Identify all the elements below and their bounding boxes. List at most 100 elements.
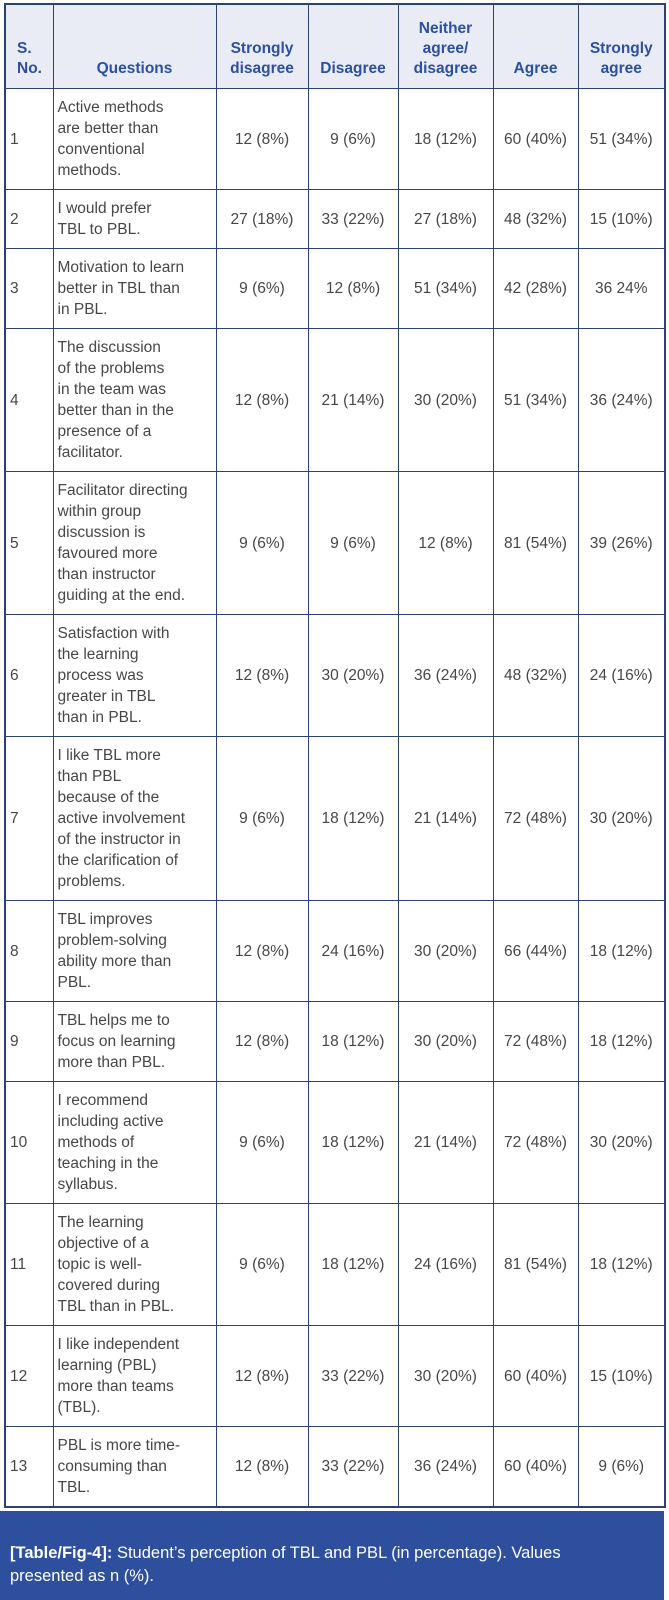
question-cell: TBL helps me to focus on learning more t… — [52, 1001, 217, 1082]
question-cell: Satisfaction with the learning process w… — [52, 614, 217, 737]
sno-cell: 2 — [4, 189, 54, 249]
neither-cell: 21 (14%) — [397, 1081, 494, 1204]
disagree-cell: 9 (6%) — [307, 88, 399, 190]
sno-cell: 6 — [4, 614, 54, 737]
sno-cell: 12 — [4, 1325, 54, 1427]
strongly-agree-cell: 9 (6%) — [577, 1426, 666, 1508]
strongly-agree-cell: 24 (16%) — [577, 614, 666, 737]
strongly-agree-cell: 18 (12%) — [577, 900, 666, 1002]
sno-cell: 7 — [4, 736, 54, 901]
question-cell: I like TBL more than PBL because of the … — [52, 736, 217, 901]
question-cell: Motivation to learn better in TBL than i… — [52, 248, 217, 329]
table-row: 8 TBL improves problem-solving ability mo… — [4, 900, 666, 1002]
disagree-cell: 18 (12%) — [307, 1001, 399, 1082]
disagree-cell: 9 (6%) — [307, 471, 399, 615]
header-disagree: Disagree — [307, 3, 399, 89]
agree-cell: 66 (44%) — [492, 900, 579, 1002]
agree-cell: 48 (32%) — [492, 614, 579, 737]
neither-cell: 36 (24%) — [397, 1426, 494, 1508]
disagree-cell: 18 (12%) — [307, 1203, 399, 1326]
neither-cell: 30 (20%) — [397, 1325, 494, 1427]
sno-cell: 8 — [4, 900, 54, 1002]
table-row: 6 Satisfaction with the learning process … — [4, 614, 666, 737]
strongly-disagree-cell: 12 (8%) — [215, 1426, 309, 1508]
disagree-cell: 24 (16%) — [307, 900, 399, 1002]
strongly-disagree-cell: 9 (6%) — [215, 1203, 309, 1326]
question-cell: The learning objective of a topic is wel… — [52, 1203, 217, 1326]
agree-cell: 60 (40%) — [492, 88, 579, 190]
strongly-disagree-cell: 12 (8%) — [215, 1001, 309, 1082]
strongly-agree-cell: 36 24% — [577, 248, 666, 329]
disagree-cell: 30 (20%) — [307, 614, 399, 737]
disagree-cell: 18 (12%) — [307, 1081, 399, 1204]
agree-cell: 81 (54%) — [492, 471, 579, 615]
neither-cell: 51 (34%) — [397, 248, 494, 329]
disagree-cell: 18 (12%) — [307, 736, 399, 901]
agree-cell: 72 (48%) — [492, 1081, 579, 1204]
neither-cell: 27 (18%) — [397, 189, 494, 249]
header-row: S. No. Questions Strongly disagree Disag… — [4, 3, 666, 89]
disagree-cell: 33 (22%) — [307, 1426, 399, 1508]
sno-cell: 1 — [4, 88, 54, 190]
strongly-disagree-cell: 12 (8%) — [215, 614, 309, 737]
sno-cell: 3 — [4, 248, 54, 329]
agree-cell: 51 (34%) — [492, 328, 579, 472]
agree-cell: 48 (32%) — [492, 189, 579, 249]
strongly-agree-cell: 18 (12%) — [577, 1203, 666, 1326]
agree-cell: 81 (54%) — [492, 1203, 579, 1326]
header-strongly-agree: Strongly agree — [577, 3, 666, 89]
strongly-agree-cell: 30 (20%) — [577, 1081, 666, 1204]
table-row: 10 I recommend including active methods o… — [4, 1081, 666, 1204]
sno-cell: 4 — [4, 328, 54, 472]
sno-cell: 9 — [4, 1001, 54, 1082]
header-agree: Agree — [492, 3, 579, 89]
header-sno: S. No. — [4, 3, 54, 89]
neither-cell: 36 (24%) — [397, 614, 494, 737]
neither-cell: 30 (20%) — [397, 328, 494, 472]
strongly-disagree-cell: 12 (8%) — [215, 328, 309, 472]
table-row: 9 TBL helps me to focus on learning more … — [4, 1001, 666, 1082]
strongly-disagree-cell: 9 (6%) — [215, 248, 309, 329]
neither-cell: 21 (14%) — [397, 736, 494, 901]
neither-cell: 18 (12%) — [397, 88, 494, 190]
strongly-agree-cell: 36 (24%) — [577, 328, 666, 472]
question-cell: Active methods are better than conventio… — [52, 88, 217, 190]
table-row: 13 PBL is more time- consuming than TBL. 1… — [4, 1426, 666, 1508]
perception-table: S. No. Questions Strongly disagree Disag… — [4, 3, 666, 1508]
agree-cell: 42 (28%) — [492, 248, 579, 329]
question-cell: I recommend including active methods of … — [52, 1081, 217, 1204]
disagree-cell: 12 (8%) — [307, 248, 399, 329]
strongly-disagree-cell: 9 (6%) — [215, 1081, 309, 1204]
table-row: 11 The learning objective of a topic is w… — [4, 1203, 666, 1326]
table-header: S. No. Questions Strongly disagree Disag… — [4, 3, 666, 89]
strongly-disagree-cell: 12 (8%) — [215, 88, 309, 190]
strongly-agree-cell: 30 (20%) — [577, 736, 666, 901]
neither-cell: 12 (8%) — [397, 471, 494, 615]
neither-cell: 24 (16%) — [397, 1203, 494, 1326]
strongly-agree-cell: 15 (10%) — [577, 189, 666, 249]
strongly-disagree-cell: 9 (6%) — [215, 736, 309, 901]
header-neither: Neither agree/ disagree — [397, 3, 494, 89]
table-row: 3 Motivation to learn better in TBL than … — [4, 248, 666, 329]
agree-cell: 60 (40%) — [492, 1325, 579, 1427]
table-row: 4 The discussion of the problems in the t… — [4, 328, 666, 472]
table-body: 1 Active methods are better than conventi… — [4, 88, 666, 1508]
table-row: 5 Facilitator directing within group disc… — [4, 471, 666, 615]
strongly-disagree-cell: 12 (8%) — [215, 900, 309, 1002]
question-cell: I would prefer TBL to PBL. — [52, 189, 217, 249]
disagree-cell: 21 (14%) — [307, 328, 399, 472]
sno-cell: 11 — [4, 1203, 54, 1326]
figure-caption: [Table/Fig-4]: Student’s perception of T… — [0, 1511, 664, 1600]
header-questions: Questions — [52, 3, 217, 89]
figure-caption-tag: [Table/Fig-4]: — [10, 1544, 113, 1562]
question-cell: PBL is more time- consuming than TBL. — [52, 1426, 217, 1508]
sno-cell: 10 — [4, 1081, 54, 1204]
disagree-cell: 33 (22%) — [307, 189, 399, 249]
strongly-agree-cell: 15 (10%) — [577, 1325, 666, 1427]
question-cell: TBL improves problem-solving ability mor… — [52, 900, 217, 1002]
strongly-agree-cell: 51 (34%) — [577, 88, 666, 190]
strongly-agree-cell: 18 (12%) — [577, 1001, 666, 1082]
